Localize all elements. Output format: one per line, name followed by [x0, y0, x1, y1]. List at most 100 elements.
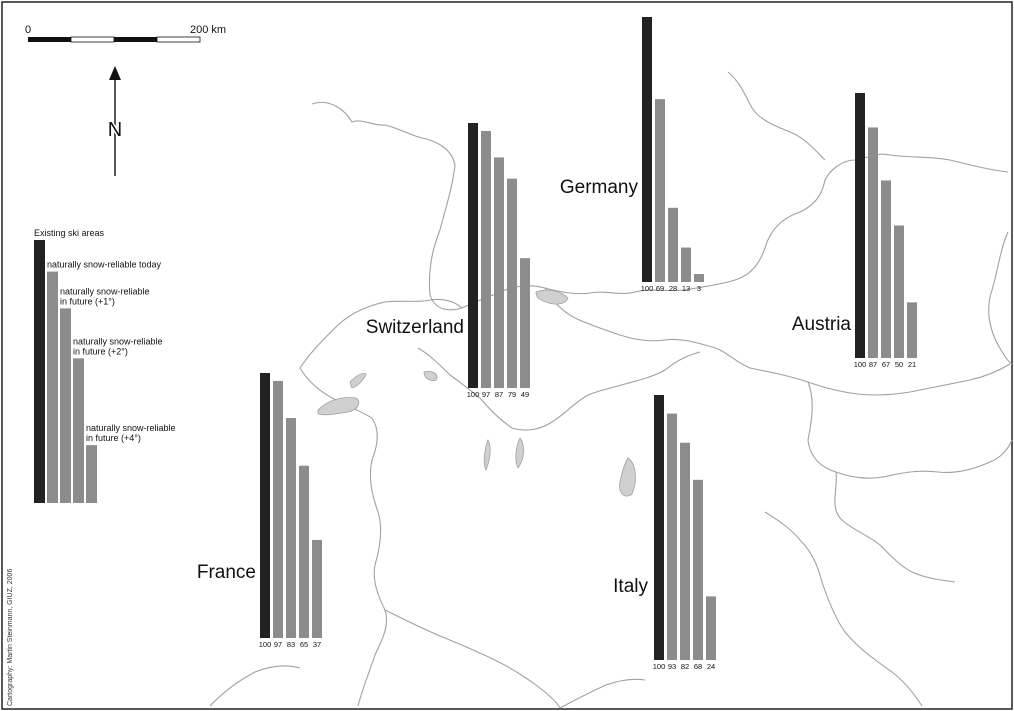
border-slovenia — [834, 471, 956, 583]
country-label-france: France — [197, 562, 256, 583]
lake-geneva — [317, 397, 360, 416]
value-label-italy-2: 93 — [668, 662, 676, 671]
country-label-switzerland: Switzerland — [366, 317, 464, 338]
legend-label-5-1: naturally snow-reliable — [86, 423, 176, 433]
border-france-germany — [311, 102, 463, 311]
chart-italy: 100 93 82 68 24 Italy — [612, 395, 716, 671]
legend-label-3-1: naturally snow-reliable — [60, 286, 150, 296]
legend-bar-3 — [60, 308, 71, 503]
country-label-germany: Germany — [560, 177, 639, 198]
bar-italy-2 — [667, 413, 677, 660]
bar-switzerland-4 — [507, 178, 517, 388]
north-arrow-icon: N — [106, 66, 124, 176]
value-label-france-2: 97 — [274, 640, 282, 649]
bar-germany-4 — [681, 247, 691, 282]
lake-como — [515, 437, 524, 469]
border-austria-italy-east — [807, 381, 1013, 479]
country-label-italy: Italy — [613, 576, 648, 597]
bar-switzerland-5 — [520, 258, 530, 388]
scale-segment-1 — [28, 37, 71, 42]
bar-germany-5 — [694, 274, 704, 282]
value-label-france-4: 65 — [300, 640, 308, 649]
bar-austria-3 — [881, 180, 891, 358]
value-label-switzerland-3: 87 — [495, 390, 503, 399]
value-label-austria-2: 87 — [869, 360, 877, 369]
value-label-germany-1: 100 — [641, 284, 654, 293]
bar-france-4 — [299, 465, 309, 638]
legend: Existing ski areas naturally snow-reliabl… — [34, 228, 176, 503]
lake-small-1 — [423, 371, 438, 381]
chart-austria: 100 87 67 50 21 Austria — [790, 93, 917, 369]
value-label-germany-4: 13 — [682, 284, 690, 293]
chart-switzerland: 100 97 87 79 49 Switzerland — [364, 123, 530, 399]
bar-france-3 — [286, 418, 296, 638]
scale-end-label: 200 km — [190, 24, 226, 36]
country-label-austria: Austria — [792, 314, 852, 335]
coast-liguria — [384, 609, 561, 709]
bar-germany-1 — [642, 17, 652, 282]
legend-label-5-2: in future (+4°) — [86, 433, 141, 443]
coast-adriatic — [764, 511, 923, 707]
bar-germany-2 — [655, 99, 665, 283]
legend-label-4-1: naturally snow-reliable — [73, 336, 163, 346]
bar-france-5 — [312, 539, 322, 638]
value-label-austria-5: 21 — [908, 360, 916, 369]
value-label-france-1: 100 — [259, 640, 272, 649]
value-label-france-5: 37 — [313, 640, 321, 649]
value-label-austria-1: 100 — [854, 360, 867, 369]
chart-france: 100 97 83 65 37 France — [195, 373, 322, 649]
border-alps-main — [299, 287, 1011, 396]
bar-austria-1 — [855, 93, 865, 358]
border-east — [988, 231, 1013, 365]
border-swiss-italy — [417, 347, 701, 431]
value-label-germany-5: 3 — [697, 284, 701, 293]
border-germany-north — [461, 153, 1009, 309]
border-italy-south — [559, 678, 646, 709]
value-label-switzerland-1: 100 — [467, 390, 480, 399]
scale-bar: 0 200 km — [25, 24, 226, 43]
lake-constance — [535, 289, 569, 305]
bar-italy-4 — [693, 479, 703, 660]
chart-germany: 100 69 28 13 3 Germany — [558, 17, 704, 293]
value-label-france-3: 83 — [287, 640, 295, 649]
legend-bar-4 — [73, 358, 84, 503]
border-france-italy — [357, 417, 388, 707]
value-label-germany-3: 28 — [669, 284, 677, 293]
value-label-italy-5: 24 — [707, 662, 715, 671]
bar-austria-2 — [868, 127, 878, 358]
lake-neuchatel — [349, 373, 367, 389]
value-label-switzerland-4: 79 — [508, 390, 516, 399]
bar-austria-5 — [907, 302, 917, 358]
country-borders — [209, 71, 1013, 709]
bar-switzerland-3 — [494, 157, 504, 388]
bar-switzerland-1 — [468, 123, 478, 388]
north-label: N — [108, 119, 122, 141]
coast-corsica — [209, 665, 301, 707]
bar-italy-5 — [706, 596, 716, 660]
scale-segment-3 — [114, 37, 157, 42]
bar-austria-4 — [894, 225, 904, 358]
value-label-italy-3: 82 — [681, 662, 689, 671]
bar-italy-3 — [680, 442, 690, 660]
value-label-austria-4: 50 — [895, 360, 903, 369]
lake-maggiore — [483, 439, 491, 471]
value-label-germany-2: 69 — [656, 284, 664, 293]
lakes — [317, 289, 636, 497]
legend-bar-2 — [47, 271, 58, 503]
border-germany-czech — [727, 71, 826, 161]
legend-label-1-1: Existing ski areas — [34, 228, 105, 238]
legend-label-3-2: in future (+1°) — [60, 296, 115, 306]
value-label-italy-4: 68 — [694, 662, 702, 671]
value-label-switzerland-5: 49 — [521, 390, 529, 399]
scale-segment-2 — [70, 36, 115, 43]
value-label-switzerland-2: 97 — [482, 390, 490, 399]
cartography-credit: Cartography: Martin Steinmann, GIUZ, 200… — [7, 569, 14, 706]
scale-segment-4 — [156, 36, 201, 43]
bar-germany-3 — [668, 207, 678, 282]
scale-start-label: 0 — [25, 24, 31, 36]
value-label-italy-1: 100 — [653, 662, 666, 671]
legend-bar-1 — [34, 240, 45, 503]
bar-italy-1 — [654, 395, 664, 660]
